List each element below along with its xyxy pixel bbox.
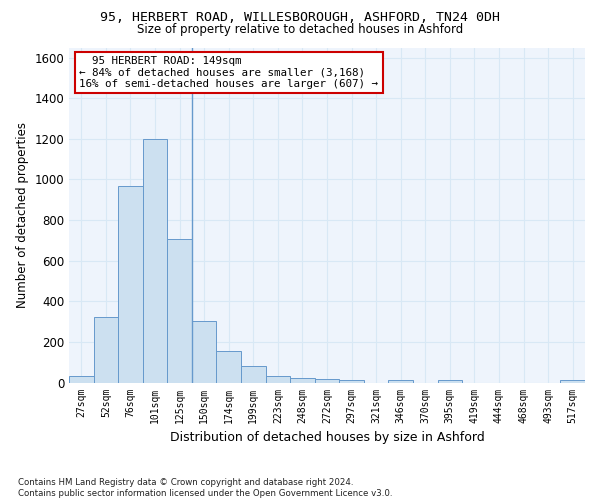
Text: 95 HERBERT ROAD: 149sqm
← 84% of detached houses are smaller (3,168)
16% of semi: 95 HERBERT ROAD: 149sqm ← 84% of detache…	[79, 56, 379, 89]
Bar	[315, 380, 339, 382]
Bar	[118, 186, 143, 382]
Bar	[69, 376, 94, 382]
Bar	[437, 380, 462, 382]
X-axis label: Distribution of detached houses by size in Ashford: Distribution of detached houses by size …	[170, 431, 484, 444]
Bar	[241, 366, 266, 382]
Text: Contains HM Land Registry data © Crown copyright and database right 2024.
Contai: Contains HM Land Registry data © Crown c…	[18, 478, 392, 498]
Bar	[388, 380, 413, 382]
Bar	[339, 380, 364, 382]
Bar	[266, 376, 290, 382]
Bar	[560, 380, 585, 382]
Bar	[290, 378, 315, 382]
Text: Size of property relative to detached houses in Ashford: Size of property relative to detached ho…	[137, 22, 463, 36]
Bar	[192, 320, 217, 382]
Bar	[217, 351, 241, 382]
Bar	[94, 316, 118, 382]
Text: 95, HERBERT ROAD, WILLESBOROUGH, ASHFORD, TN24 0DH: 95, HERBERT ROAD, WILLESBOROUGH, ASHFORD…	[100, 11, 500, 24]
Y-axis label: Number of detached properties: Number of detached properties	[16, 122, 29, 308]
Bar	[143, 139, 167, 382]
Bar	[167, 240, 192, 382]
